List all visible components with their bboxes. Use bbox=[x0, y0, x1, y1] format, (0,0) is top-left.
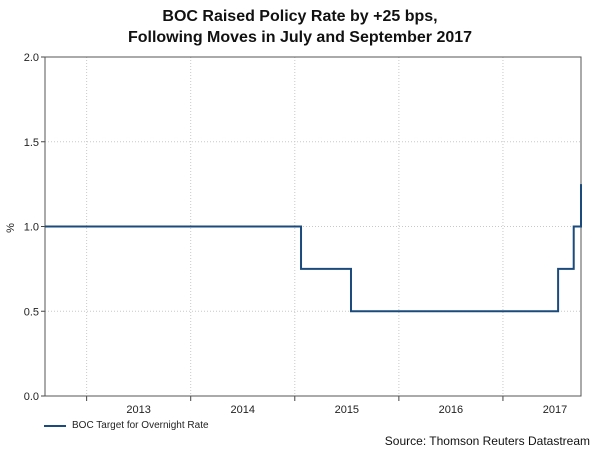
x-tick-label: 2016 bbox=[439, 404, 463, 416]
series-layer bbox=[45, 184, 582, 313]
x-tick-label: 2017 bbox=[543, 404, 567, 416]
y-axis-label: % bbox=[5, 223, 17, 233]
axis-layer bbox=[41, 56, 582, 401]
legend-swatch bbox=[44, 424, 66, 427]
y-tick-label: 2.0 bbox=[24, 52, 39, 64]
x-tick-label: 2014 bbox=[231, 404, 255, 416]
source-note: Source: Thomson Reuters Datastream bbox=[384, 434, 590, 448]
series-line-boc-overnight-rate bbox=[45, 184, 582, 313]
x-tick-label: 2015 bbox=[335, 404, 359, 416]
legend-label: BOC Target for Overnight Rate bbox=[72, 420, 209, 431]
y-tick-label: 1.0 bbox=[24, 222, 39, 234]
y-tick-label: 0.5 bbox=[24, 306, 39, 318]
chart-title-line-1: BOC Raised Policy Rate by +25 bps, bbox=[162, 8, 438, 25]
legend: BOC Target for Overnight Rate bbox=[44, 420, 209, 431]
y-tick-label: 1.5 bbox=[24, 137, 39, 149]
chart-title: BOC Raised Policy Rate by +25 bps, Follo… bbox=[0, 6, 600, 48]
label-layer: 0.0 0.5 1.0 1.5 2.0 2013 2014 2015 2016 2017 bbox=[24, 52, 568, 416]
x-tick-label: 2013 bbox=[126, 404, 150, 416]
y-tick-label: 0.0 bbox=[24, 391, 39, 403]
chart-title-line-2: Following Moves in July and September 20… bbox=[127, 29, 473, 46]
